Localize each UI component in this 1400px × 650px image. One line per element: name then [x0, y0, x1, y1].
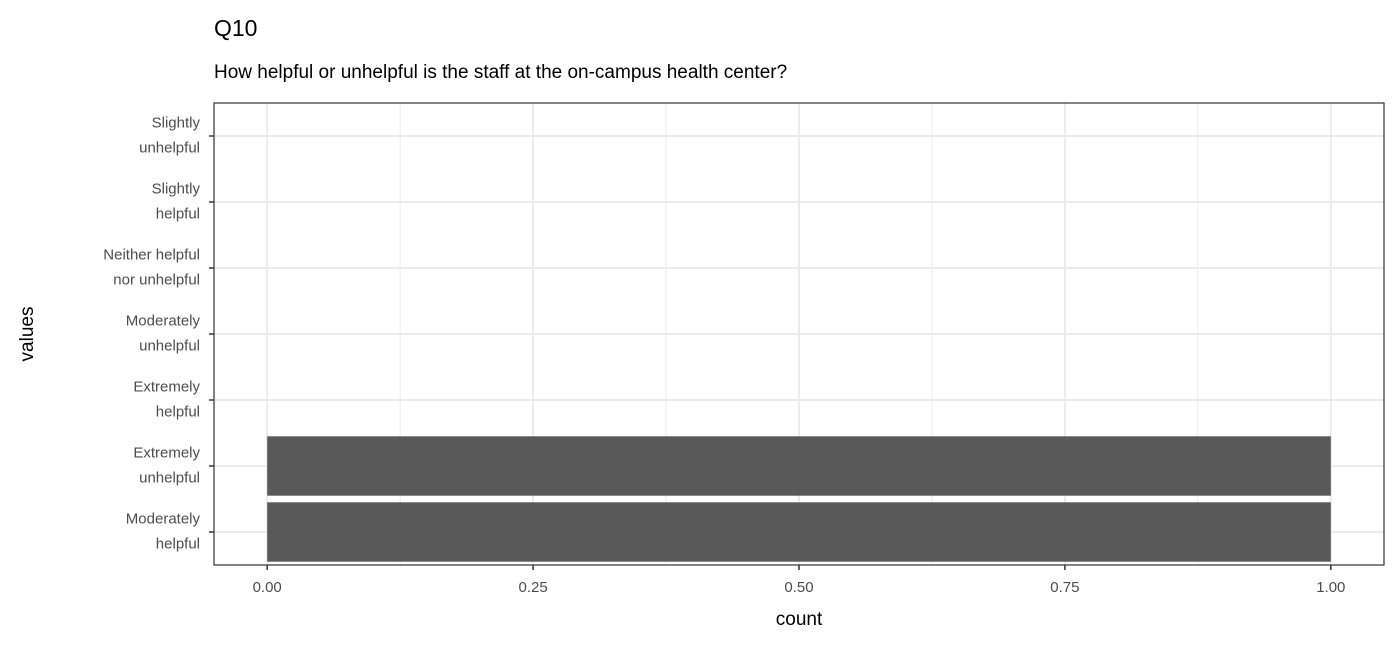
- y-tick-label: Moderately helpful: [126, 510, 201, 552]
- y-tick-label: Slightly unhelpful: [139, 114, 200, 156]
- y-tick-label: Neither helpful nor unhelpful: [103, 246, 200, 288]
- bar: [267, 502, 1331, 562]
- x-tick-label: 0.50: [784, 579, 813, 596]
- chart-subtitle: How helpful or unhelpful is the staff at…: [214, 62, 787, 83]
- panel-border: [213, 102, 1385, 566]
- x-tick-label: 0.00: [253, 579, 282, 596]
- x-tick-label: 0.25: [518, 579, 547, 596]
- x-tick-label: 0.75: [1050, 579, 1079, 596]
- y-tick-label: Extremely helpful: [133, 378, 200, 420]
- y-tick-label: Moderately unhelpful: [126, 312, 201, 354]
- y-axis-label: values: [17, 307, 38, 362]
- chart-title: Q10: [214, 15, 257, 41]
- x-tick-label: 1.00: [1316, 579, 1345, 596]
- bar: [267, 436, 1331, 496]
- x-axis-label: count: [776, 609, 823, 630]
- y-tick-label: Extremely unhelpful: [133, 444, 200, 486]
- y-tick-label: Slightly helpful: [152, 180, 201, 222]
